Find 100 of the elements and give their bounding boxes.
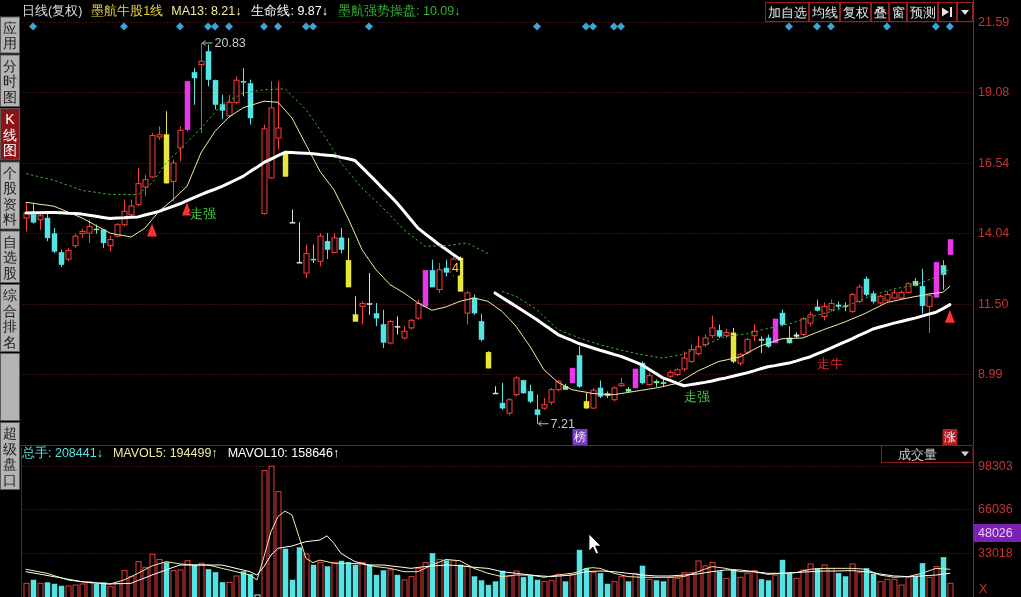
bar bbox=[37, 582, 44, 597]
point bbox=[308, 22, 317, 31]
candlestick bbox=[436, 262, 443, 294]
text: 总手: 208441↓ bbox=[21, 446, 103, 460]
candlestick bbox=[471, 294, 478, 316]
bar bbox=[639, 565, 646, 597]
candlestick bbox=[289, 209, 296, 224]
point bbox=[301, 22, 310, 31]
bar bbox=[191, 564, 198, 597]
text: 超级盘口 bbox=[3, 425, 17, 488]
bar bbox=[436, 558, 443, 597]
point bbox=[609, 22, 618, 31]
candlestick bbox=[429, 259, 436, 288]
candlestick bbox=[191, 67, 198, 106]
point bbox=[945, 22, 954, 31]
text: 综合排名 bbox=[3, 287, 17, 350]
candlestick bbox=[170, 159, 177, 202]
candlestick bbox=[373, 302, 380, 327]
candlestick bbox=[478, 313, 485, 342]
candlestick bbox=[366, 272, 373, 316]
candlestick bbox=[632, 368, 639, 389]
y-tick-label: 98303 bbox=[978, 459, 1013, 474]
text: MAVOL10: 158646↑ bbox=[227, 446, 340, 460]
bar bbox=[940, 557, 947, 597]
candlestick bbox=[394, 315, 401, 336]
bar bbox=[569, 573, 576, 597]
candlestick bbox=[499, 382, 506, 411]
annotation: 走强 bbox=[684, 390, 710, 404]
text: K线图 bbox=[3, 111, 17, 158]
point bbox=[29, 22, 37, 31]
text: 48026 bbox=[978, 526, 1013, 540]
bar bbox=[198, 562, 205, 597]
bar bbox=[716, 571, 723, 597]
annotation: 叠 bbox=[873, 4, 887, 20]
point bbox=[944, 309, 955, 323]
point bbox=[119, 22, 128, 31]
point bbox=[931, 22, 940, 31]
candlestick bbox=[534, 394, 541, 425]
point bbox=[364, 22, 373, 31]
bar bbox=[394, 574, 401, 597]
annotation: 20.83 bbox=[214, 36, 246, 51]
annotation: 榜 bbox=[574, 430, 586, 444]
point bbox=[175, 22, 184, 31]
text: 应用 bbox=[3, 19, 17, 51]
bar bbox=[331, 562, 338, 597]
candlestick bbox=[338, 227, 345, 255]
bar bbox=[163, 562, 170, 597]
bar bbox=[730, 569, 737, 597]
chart-title: 成交量 bbox=[897, 446, 937, 462]
candlestick bbox=[464, 290, 471, 326]
point bbox=[616, 22, 625, 31]
bar bbox=[450, 560, 457, 597]
candlestick bbox=[23, 202, 30, 232]
annotation: 预测 bbox=[909, 4, 936, 20]
annotation: 4 bbox=[452, 261, 459, 275]
candlestick bbox=[240, 67, 247, 97]
bar bbox=[324, 566, 331, 597]
text: MA13: 8.21↓ bbox=[171, 4, 242, 18]
candlestick bbox=[177, 125, 184, 162]
candlestick bbox=[387, 319, 394, 346]
bar bbox=[723, 577, 730, 597]
y-tick-label: 16.54 bbox=[978, 155, 1010, 170]
bar bbox=[429, 553, 436, 597]
candlestick bbox=[709, 315, 716, 339]
annotation: 7.21 bbox=[550, 416, 575, 431]
candlestick bbox=[919, 268, 926, 315]
bar bbox=[814, 568, 821, 597]
candlestick bbox=[331, 232, 338, 254]
text: 分时图 bbox=[3, 57, 17, 105]
candlestick bbox=[324, 232, 331, 260]
bar bbox=[303, 553, 310, 597]
bar bbox=[317, 562, 324, 597]
bar bbox=[772, 574, 779, 597]
y-tick-label: 11.50 bbox=[978, 296, 1009, 311]
text: 生命线: 9.87↓ bbox=[251, 4, 328, 18]
y-axis-title: X bbox=[979, 581, 988, 596]
y-tick-label: 21.59 bbox=[978, 14, 1010, 29]
annotation: 涨 bbox=[944, 430, 956, 444]
annotation: 走牛 bbox=[817, 357, 843, 371]
y-tick-label: 8.99 bbox=[978, 367, 1003, 381]
annotation: 复权 bbox=[842, 4, 869, 20]
legend-title: 墨航牛股1线 bbox=[91, 4, 164, 18]
point bbox=[784, 22, 793, 31]
text: 个股资料 bbox=[3, 164, 17, 227]
annotation: 走强 bbox=[190, 207, 216, 221]
bar bbox=[625, 581, 632, 597]
candlestick bbox=[359, 300, 366, 326]
candlestick bbox=[415, 299, 422, 321]
line-series bbox=[25, 510, 951, 585]
bar bbox=[464, 565, 471, 597]
candlestick bbox=[310, 244, 317, 264]
bar bbox=[359, 562, 366, 597]
candlestick bbox=[296, 221, 303, 264]
point bbox=[532, 22, 541, 31]
bar bbox=[310, 564, 317, 597]
point bbox=[882, 22, 891, 31]
candlestick bbox=[940, 259, 947, 291]
text: MAVOL5: 194499↑ bbox=[112, 446, 218, 460]
bar bbox=[387, 569, 394, 597]
candlestick bbox=[926, 292, 933, 334]
